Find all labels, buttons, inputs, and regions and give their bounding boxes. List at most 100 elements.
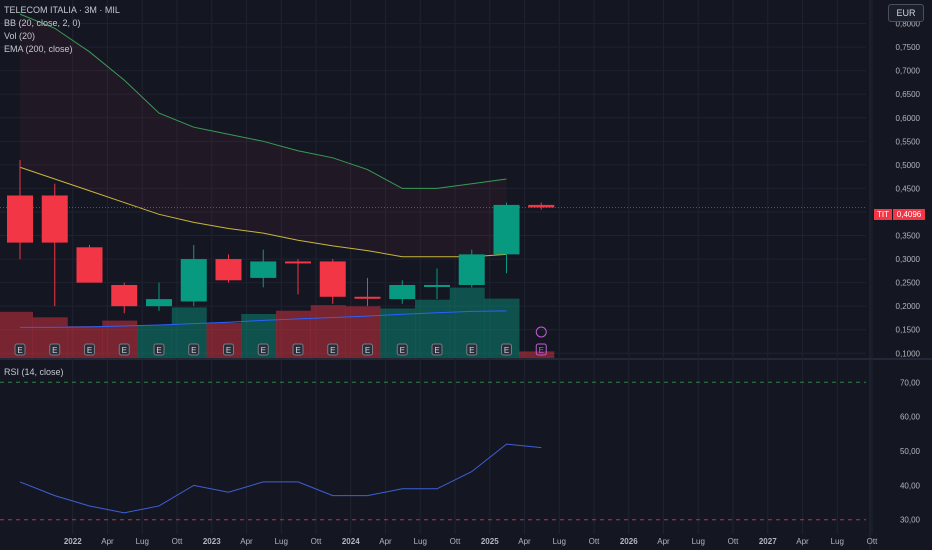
- legend-ema[interactable]: EMA (200, close): [4, 44, 73, 54]
- x-tick-label: 2027: [759, 537, 777, 546]
- last-price-label: 0,4096: [893, 209, 925, 220]
- candle-body: [7, 195, 33, 243]
- x-tick-label: 2026: [620, 537, 638, 546]
- candle-body: [389, 284, 416, 300]
- candle-body: [76, 247, 103, 283]
- earnings-icon-glyph: E: [330, 346, 335, 355]
- y-tick-label: 0,7500: [896, 43, 921, 52]
- earnings-icon: [431, 343, 443, 356]
- candle-body: [458, 254, 485, 285]
- x-tick-label: Lug: [553, 537, 566, 546]
- earnings-icon: [84, 343, 95, 356]
- x-tick-label: Lug: [692, 537, 705, 546]
- y-tick-label: 0,1500: [896, 326, 921, 335]
- rsi-tick-label: 70,00: [900, 378, 921, 387]
- x-tick-label: Apr: [657, 537, 670, 546]
- chart-title: TELECOM ITALIA · 3M · MIL: [4, 5, 120, 15]
- earnings-icon: [188, 343, 200, 356]
- earnings-icon-glyph: E: [295, 346, 300, 355]
- x-tick-label: Lug: [275, 537, 288, 546]
- x-tick-label: 2022: [64, 537, 82, 546]
- earnings-icon: [292, 343, 304, 356]
- earnings-icon: [362, 343, 373, 356]
- earnings-icon-glyph: E: [122, 346, 127, 355]
- earnings-icon-glyph: E: [52, 346, 57, 355]
- earnings-icon: [535, 343, 547, 356]
- candle-body: [41, 195, 68, 243]
- earnings-icon: [257, 343, 269, 356]
- y-tick-label: 0,6000: [896, 114, 921, 123]
- x-tick-label: Apr: [101, 537, 114, 546]
- y-tick-label: 0,3000: [896, 255, 921, 264]
- earnings-icon: [49, 343, 61, 356]
- candle-body: [250, 261, 277, 278]
- candle-body: [424, 284, 450, 287]
- candle-body: [319, 261, 346, 297]
- y-tick-label: 0,2000: [896, 302, 921, 311]
- y-tick-label: 0,1000: [896, 349, 921, 358]
- legend-bb[interactable]: BB (20, close, 2, 0): [4, 18, 81, 28]
- x-tick-label: Lug: [136, 537, 149, 546]
- x-tick-label: Ott: [589, 537, 600, 546]
- earnings-icon: [501, 343, 512, 356]
- x-tick-label: Apr: [796, 537, 809, 546]
- earnings-icon: [466, 343, 478, 356]
- x-tick-label: 2024: [342, 537, 360, 546]
- x-tick-label: Ott: [867, 537, 878, 546]
- earnings-icon-glyph: E: [539, 346, 544, 355]
- rsi-tick-label: 40,00: [900, 481, 921, 490]
- earnings-icon: [118, 343, 130, 356]
- candle-body: [111, 284, 138, 307]
- earnings-icon: [223, 343, 234, 356]
- earnings-icon-glyph: E: [191, 346, 196, 355]
- x-tick-label: Apr: [240, 537, 253, 546]
- currency-button[interactable]: EUR: [888, 4, 924, 22]
- rsi-line: [19, 443, 542, 514]
- y-tick-label: 0,4500: [896, 184, 921, 193]
- candle-body: [528, 204, 555, 208]
- candle-body: [493, 204, 520, 255]
- x-tick-label: Ott: [311, 537, 322, 546]
- earnings-icon-glyph: E: [226, 346, 231, 355]
- legend-volume[interactable]: Vol (20): [4, 31, 36, 41]
- candle-body: [215, 259, 242, 281]
- candle-body: [146, 299, 172, 307]
- earnings-icon-glyph: E: [365, 346, 370, 355]
- rsi-legend[interactable]: RSI (14, close): [4, 367, 64, 377]
- bb-upper-line: [19, 13, 507, 189]
- ema-line: [20, 310, 507, 328]
- x-tick-label: Ott: [172, 537, 183, 546]
- earnings-icon-glyph: E: [400, 346, 405, 355]
- rsi-tick-label: 60,00: [900, 413, 921, 422]
- earnings-icon-glyph: E: [261, 346, 266, 355]
- y-tick-label: 0,8000: [896, 20, 921, 29]
- x-tick-label: Apr: [379, 537, 392, 546]
- x-tick-label: Lug: [831, 537, 844, 546]
- candle-body: [354, 296, 381, 299]
- bb-basis-line: [19, 166, 507, 258]
- y-tick-label: 0,6500: [896, 90, 921, 99]
- earnings-icon-glyph: E: [469, 346, 474, 355]
- x-tick-label: Ott: [728, 537, 739, 546]
- candle-body: [180, 259, 207, 302]
- candle-body: [285, 261, 311, 264]
- earnings-icon-glyph: E: [87, 346, 92, 355]
- y-tick-label: 0,2500: [896, 279, 921, 288]
- y-tick-label: 0,5500: [896, 137, 921, 146]
- bb-band-fill: [20, 14, 507, 257]
- x-tick-label: Lug: [414, 537, 427, 546]
- earnings-icon: [327, 343, 339, 356]
- x-tick-label: 2025: [481, 537, 499, 546]
- ticker-label: TIT: [874, 209, 892, 220]
- y-tick-label: 0,7000: [896, 67, 921, 76]
- earnings-icon-glyph: E: [504, 346, 509, 355]
- earnings-icon: [396, 343, 408, 356]
- pane-separator: [0, 358, 932, 360]
- x-tick-label: Ott: [450, 537, 461, 546]
- y-tick-label: 0,5000: [896, 161, 921, 170]
- earnings-icon-glyph: E: [156, 346, 161, 355]
- indicator-legend: TELECOM ITALIA · 3M · MIL BB (20, close,…: [4, 4, 120, 56]
- rsi-tick-label: 50,00: [900, 447, 921, 456]
- earnings-icon: [14, 343, 26, 356]
